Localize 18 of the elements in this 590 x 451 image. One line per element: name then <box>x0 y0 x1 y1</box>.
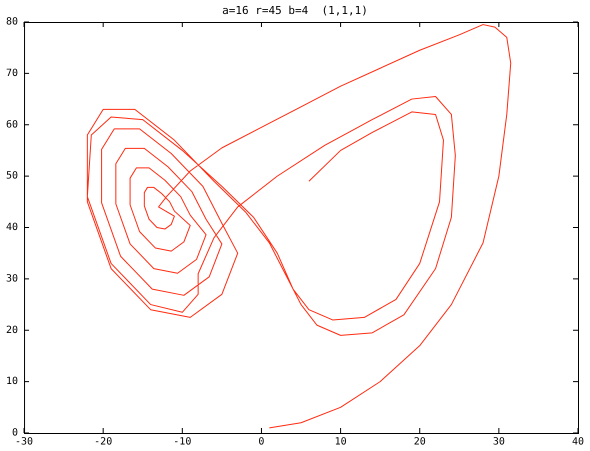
y-tick-label: 70 <box>6 68 18 79</box>
y-tick-label: 80 <box>6 16 18 28</box>
y-tick-label: 60 <box>6 119 18 130</box>
x-tick-label: -30 <box>15 436 34 448</box>
y-tick-label: 0 <box>12 428 18 439</box>
y-tick-label: 50 <box>6 170 18 182</box>
x-tick-label: 10 <box>334 436 347 448</box>
x-tick-label: 0 <box>258 436 264 448</box>
chart-title: a=16 r=45 b=4 (1,1,1) <box>221 4 369 17</box>
x-tick-label: -20 <box>94 436 112 448</box>
x-tick-label: 40 <box>572 436 584 448</box>
y-tick-label: 40 <box>6 222 18 234</box>
x-tick-label: 30 <box>492 436 505 448</box>
y-tick-label: 20 <box>6 324 18 336</box>
y-tick-label: 10 <box>6 376 18 388</box>
y-tick-label: 30 <box>6 273 18 284</box>
x-tick-label: 20 <box>414 436 426 448</box>
x-tick-label: -10 <box>173 436 192 448</box>
